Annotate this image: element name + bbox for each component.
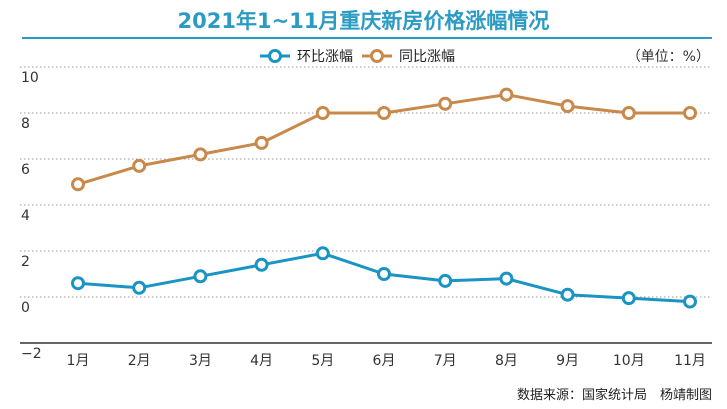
chart-title: 2021年1~11月重庆新房价格涨幅情况 [177,9,550,33]
legend-item-mom: 环比涨幅 [260,49,353,65]
data-source: 数据来源：国家统计局 杨靖制图 [517,387,712,403]
x-tick-label: 8月 [495,353,518,369]
title-divider [22,37,712,39]
x-tick-label: 10月 [613,353,645,369]
data-point [132,158,147,173]
legend: 环比涨幅 同比涨幅 [260,49,455,65]
data-point [499,271,514,286]
data-point [621,106,636,120]
unit-label: （单位：%） [627,49,710,65]
y-tick-label: 6 [21,162,30,178]
data-point [132,280,147,295]
x-tick-label: 7月 [434,353,457,369]
x-tick-label: 3月 [189,353,212,369]
y-tick-label: 10 [21,70,39,86]
x-axis-ticks: 1月 2月 3月 4月 5月 6月 7月 8月 9月 10月 11月 [67,353,706,369]
data-point [438,96,453,111]
legend-label-mom: 环比涨幅 [297,49,353,65]
x-tick-label: 9月 [556,353,579,369]
data-point [377,267,391,281]
data-point [438,273,453,288]
data-point [560,99,575,114]
data-point [254,135,269,150]
x-tick-label: 11月 [674,353,706,369]
legend-item-yoy: 同比涨幅 [362,49,455,65]
y-tick-label: 8 [21,116,30,132]
data-point [315,246,330,261]
data-point [193,147,208,162]
gridlines [20,66,712,344]
legend-label-yoy: 同比涨幅 [399,49,455,65]
x-tick-label: 6月 [373,353,396,369]
data-point [499,87,514,102]
series-lines [71,87,697,309]
series-mom [71,246,697,309]
y-tick-label: −2 [21,346,42,362]
data-point [683,106,697,120]
data-point [560,287,575,302]
x-tick-label: 2月 [128,353,151,369]
series-yoy [71,87,697,192]
data-point [621,291,636,306]
data-point [254,257,269,272]
x-tick-label: 5月 [311,353,334,369]
y-tick-label: 4 [21,208,30,224]
data-point [377,106,391,120]
y-tick-label: 0 [21,300,30,316]
data-point [193,269,208,284]
data-point [683,294,697,309]
data-point [71,276,85,291]
x-tick-label: 1月 [67,353,90,369]
y-tick-label: 2 [21,254,30,270]
data-point [315,106,330,120]
y-axis-ticks: −2 0 2 4 6 8 10 [21,70,42,362]
x-tick-label: 4月 [250,353,273,369]
data-point [71,177,85,192]
